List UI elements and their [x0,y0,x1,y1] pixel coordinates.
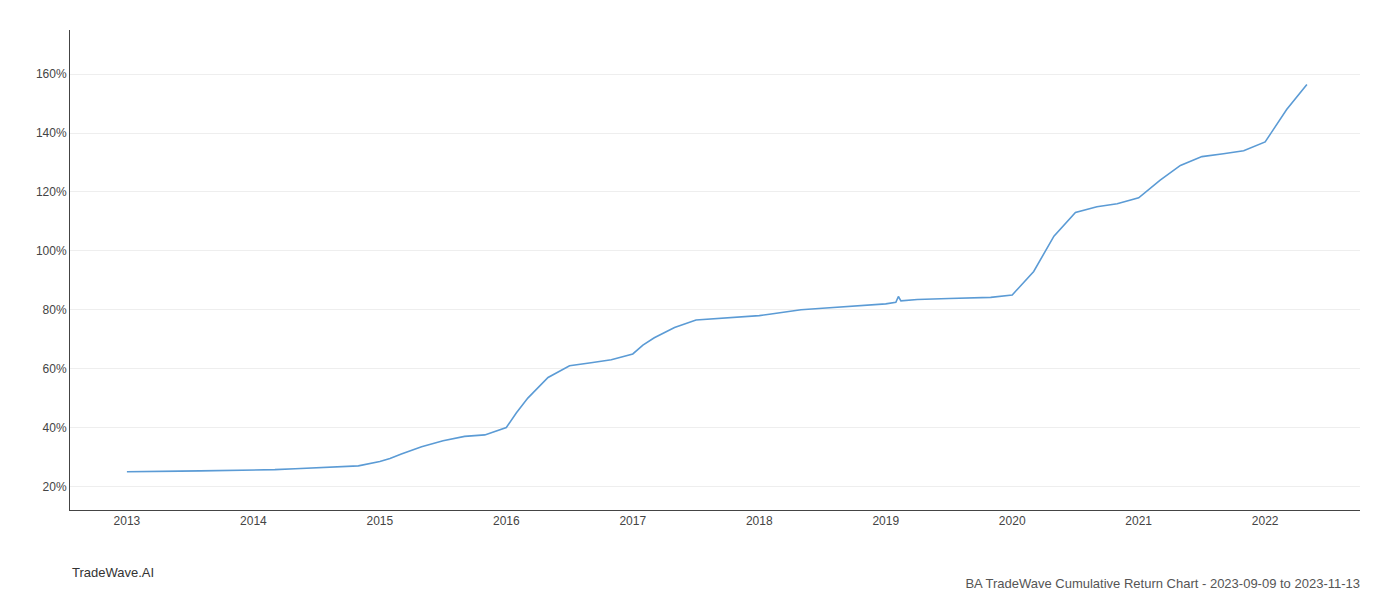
svg-text:2018: 2018 [746,514,773,528]
svg-text:2020: 2020 [999,514,1026,528]
svg-text:40%: 40% [43,421,67,435]
svg-text:60%: 60% [43,362,67,376]
svg-text:20%: 20% [43,480,67,494]
svg-text:BA TradeWave Cumulative Return: BA TradeWave Cumulative Return Chart - 2… [965,576,1360,591]
svg-text:2017: 2017 [619,514,646,528]
svg-text:120%: 120% [36,185,67,199]
svg-text:2021: 2021 [1125,514,1152,528]
svg-text:2022: 2022 [1252,514,1279,528]
svg-text:100%: 100% [36,244,67,258]
svg-text:2013: 2013 [114,514,141,528]
svg-text:2015: 2015 [366,514,393,528]
svg-text:2016: 2016 [493,514,520,528]
svg-text:160%: 160% [36,67,67,81]
svg-text:140%: 140% [36,126,67,140]
svg-text:80%: 80% [43,303,67,317]
svg-text:TradeWave.AI: TradeWave.AI [72,565,154,580]
svg-text:2019: 2019 [872,514,899,528]
svg-text:2014: 2014 [240,514,267,528]
